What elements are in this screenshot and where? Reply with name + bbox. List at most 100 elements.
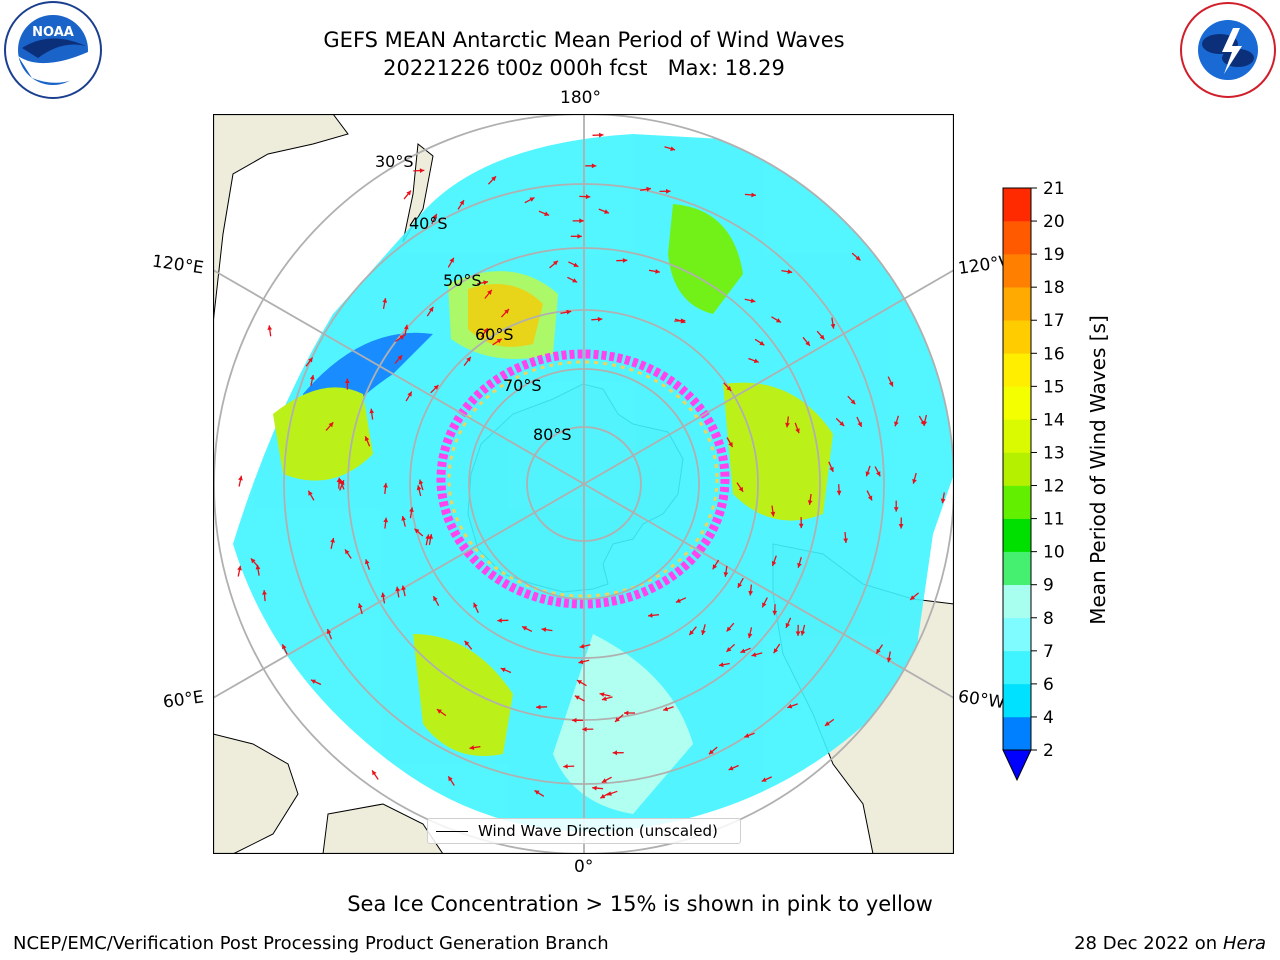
nws-logo xyxy=(1180,2,1276,98)
wind-arrow-head xyxy=(237,565,242,571)
wind-arrow-head xyxy=(328,422,334,428)
wind-arrow-head xyxy=(309,375,315,380)
wind-arrow-head xyxy=(428,306,434,312)
field-blue-ring xyxy=(303,332,433,474)
wind-arrow-head xyxy=(712,564,718,570)
wind-arrow-head xyxy=(857,421,862,427)
wind-arrow-head xyxy=(541,627,547,632)
wind-arrow-head xyxy=(582,726,587,732)
wind-arrow-head xyxy=(487,289,492,295)
wind-arrow-head xyxy=(544,211,550,216)
wind-arrow-head xyxy=(344,378,350,383)
colorbar-bin xyxy=(1003,650,1031,685)
wind-arrow-head xyxy=(876,471,881,477)
wind-arrow-head xyxy=(795,631,801,636)
lon-label-60e: 60°E xyxy=(161,687,206,713)
wind-arrow-head xyxy=(573,262,579,267)
wind-arrow-head xyxy=(728,442,733,447)
colorbar-tick-label: 15 xyxy=(1043,377,1065,397)
wind-arrow-head xyxy=(436,709,442,714)
wind-arrow-head xyxy=(646,186,651,192)
sea-ice-ring xyxy=(436,349,730,609)
sea-ice-note: Sea Ice Concentration > 15% is shown in … xyxy=(347,892,933,916)
wind-arrow-head xyxy=(748,590,754,596)
wind-arrow-head xyxy=(744,733,750,738)
wind-arrow-head xyxy=(563,764,568,769)
land-australia xyxy=(213,114,349,325)
wind-arrow-head xyxy=(723,572,729,577)
wind-arrow-head xyxy=(648,613,653,618)
wind-arrow-head xyxy=(601,696,607,701)
colorbar-tick-label: 7 xyxy=(1043,642,1054,662)
wind-arrow-head xyxy=(448,776,453,782)
wind-arrow-head xyxy=(591,163,597,169)
wind-arrow-head xyxy=(592,785,597,791)
field-green-ne xyxy=(668,204,743,314)
latitude-labels: 30°S 40°S 50°S 60°S 70°S 80°S xyxy=(375,152,572,444)
wind-arrow-head xyxy=(876,648,881,654)
wind-arrow-head xyxy=(399,335,405,340)
wind-arrow-head xyxy=(330,538,335,543)
wind-arrow-head xyxy=(612,750,618,756)
wind-arrow-head xyxy=(599,132,604,138)
wind-arrow-head xyxy=(689,630,694,636)
wind-arrow-head xyxy=(819,334,825,340)
legend-label: Wind Wave Direction (unscaled) xyxy=(478,822,718,840)
wind-arrow-head xyxy=(553,260,558,266)
colorbar-bin xyxy=(1003,287,1031,321)
wind-arrow-head xyxy=(364,436,370,442)
wind-arrow-head xyxy=(800,630,806,636)
wind-arrow-head xyxy=(262,590,267,595)
wind-arrow-head xyxy=(865,471,871,477)
wind-arrow-head xyxy=(701,630,706,635)
field-cyan-outer xyxy=(233,134,954,832)
wind-arrow-head xyxy=(308,357,313,363)
wind-arrow-head xyxy=(534,790,540,795)
colorbar-tick-label: 2 xyxy=(1043,741,1054,761)
wind-arrow-head xyxy=(572,278,578,283)
wind-arrow-head xyxy=(433,596,438,602)
colorbar-tick-label: 8 xyxy=(1043,609,1054,629)
wind-arrow-head xyxy=(282,644,287,650)
wind-arrow-head xyxy=(670,146,676,151)
wind-arrow-head xyxy=(740,648,746,653)
colorbar-bin xyxy=(1003,584,1031,619)
wind-arrow-head xyxy=(483,328,488,334)
wind-arrow-head xyxy=(464,640,470,646)
land-africa xyxy=(213,733,299,854)
wind-arrow-head xyxy=(358,603,363,609)
colorbar-bin xyxy=(1003,518,1031,552)
colorbar-tick-label: 21 xyxy=(1043,179,1065,199)
wind-arrow-head xyxy=(414,528,420,534)
wind-arrow-head xyxy=(830,323,836,329)
colorbar-tick-label: 14 xyxy=(1043,410,1065,430)
colorbar-bin xyxy=(1003,683,1031,718)
lon-label-120e: 120°E xyxy=(150,251,205,279)
wind-arrow-head xyxy=(365,559,370,565)
wind-arrow-head xyxy=(753,358,759,363)
wind-arrow-head xyxy=(893,507,899,512)
wind-arrow-head xyxy=(888,381,894,387)
wind-arrow-head xyxy=(522,626,528,631)
lat-label-30s: 30°S xyxy=(375,152,414,171)
wind-arrow-head xyxy=(604,209,609,214)
colorbar-tick-label: 17 xyxy=(1043,311,1065,331)
wind-arrow-head xyxy=(308,490,313,496)
wind-arrow-head xyxy=(267,325,273,330)
wind-arrow-head xyxy=(898,524,904,529)
wind-arrow-head xyxy=(416,485,422,491)
field-green-east xyxy=(723,382,833,521)
wind-arrow-head xyxy=(483,280,488,285)
colorbar-bin xyxy=(1003,188,1031,222)
wind-arrow-head xyxy=(577,233,582,239)
wind-arrow-head xyxy=(395,586,401,592)
wind-arrow-head xyxy=(401,516,406,521)
lat-label-40s: 40°S xyxy=(409,214,448,233)
wind-arrow-head xyxy=(675,598,681,603)
wind-arrow-head xyxy=(624,710,629,716)
wind-arrow-head xyxy=(867,495,873,501)
colorbar-bin xyxy=(1003,386,1031,420)
wind-arrow-head xyxy=(579,218,584,224)
wind-arrow-head xyxy=(369,408,375,414)
wind-arrow-head xyxy=(718,662,724,668)
